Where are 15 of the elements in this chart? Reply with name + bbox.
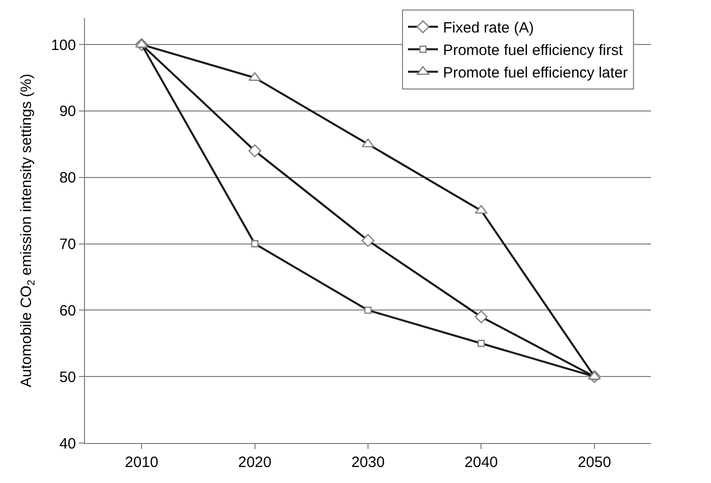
legend-label: Fixed rate (A) xyxy=(442,20,534,37)
y-tick-label: 50 xyxy=(59,368,76,386)
legend-label: Promote fuel efficiency first xyxy=(442,42,624,60)
y-tick-label: 90 xyxy=(59,103,76,120)
y-tick-label: 100 xyxy=(50,36,76,54)
x-tick-label: 2040 xyxy=(464,454,498,471)
y-tick-label: 60 xyxy=(59,302,76,320)
y-tick-label: 40 xyxy=(59,435,76,452)
x-tick-label: 2010 xyxy=(124,454,158,471)
x-tick-label: 2020 xyxy=(238,454,272,471)
x-tick-label: 2030 xyxy=(351,454,385,471)
legend-label: Promote fuel efficiency later xyxy=(442,64,628,82)
x-tick-label: 2050 xyxy=(578,454,612,471)
y-tick-label: 70 xyxy=(59,236,76,254)
y-tick-label: 80 xyxy=(59,170,76,187)
